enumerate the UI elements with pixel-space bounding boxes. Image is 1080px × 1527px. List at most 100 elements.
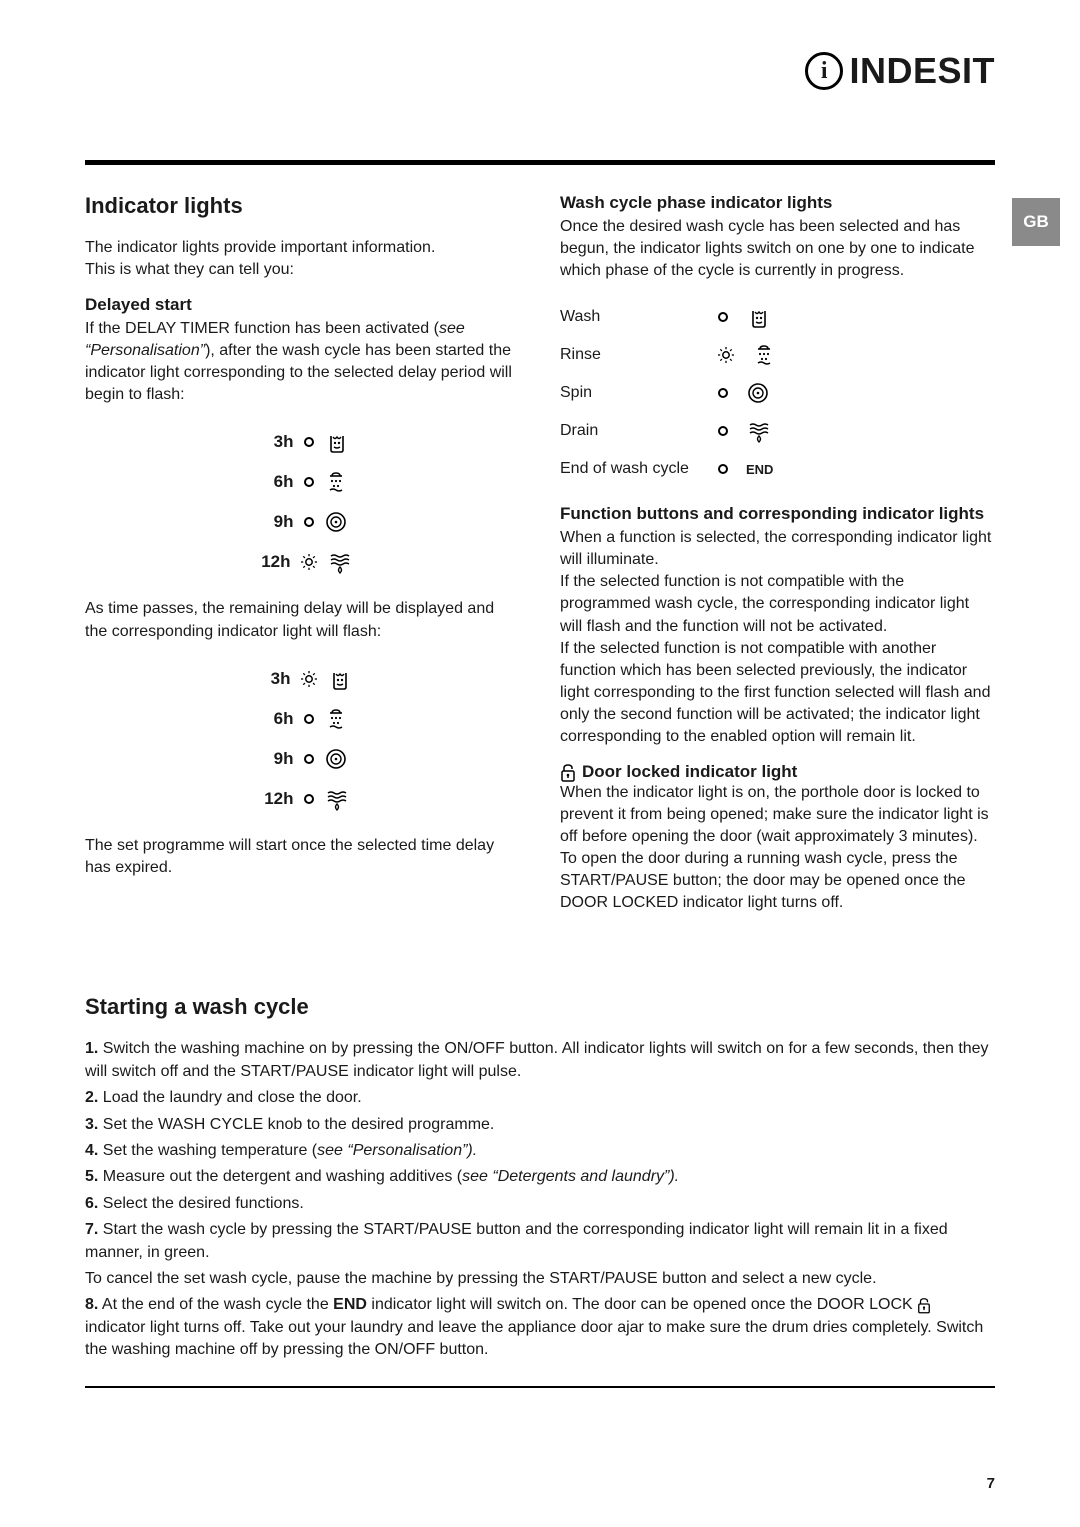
led-off-icon xyxy=(304,794,314,804)
s2-text: Load the laundry and close the door. xyxy=(98,1089,361,1106)
delay2-row-9h: 9h xyxy=(183,739,423,779)
s6-num: 6. xyxy=(85,1195,98,1212)
s6-text: Select the desired functions. xyxy=(98,1195,303,1212)
s4-em: see “Personalisation”). xyxy=(317,1142,477,1159)
step-8: 8. At the end of the wash cycle the END … xyxy=(85,1294,995,1361)
delay2-3h-label: 3h xyxy=(255,669,291,689)
left-column: Indicator lights The indicator lights pr… xyxy=(85,193,520,914)
delay-row-3h: 3h xyxy=(183,422,423,462)
door-locked-heading-row: Door locked indicator light xyxy=(560,762,995,782)
delay-row-9h: 9h xyxy=(183,502,423,542)
as-time-text: As time passes, the remaining delay will… xyxy=(85,598,520,642)
delay2-row-3h: 3h xyxy=(183,659,423,699)
s8-num: 8. xyxy=(85,1296,98,1313)
page: iINDESIT GB Indicator lights The indicat… xyxy=(0,0,1080,1527)
step-7c: To cancel the set wash cycle, pause the … xyxy=(85,1268,995,1290)
led-blink-icon xyxy=(301,671,317,687)
s8-text-d: indicator light turns off. Take out your… xyxy=(85,1319,983,1358)
door-locked-heading: Door locked indicator light xyxy=(582,762,797,782)
phase-list: Wash Rinse Spin Drain xyxy=(560,298,995,488)
language-tab: GB xyxy=(1012,198,1060,246)
phase-row-spin: Spin xyxy=(560,374,995,412)
phase-spin-label: Spin xyxy=(560,384,700,402)
step-5: 5. Measure out the detergent and washing… xyxy=(85,1166,995,1188)
intro-line2: This is what they can tell you: xyxy=(85,259,520,281)
delayed-text-a: If the DELAY TIMER function has been act… xyxy=(85,320,439,337)
spin-icon xyxy=(324,510,348,534)
s8-text-b: At the end of the wash cycle the xyxy=(98,1296,333,1313)
led-off-icon xyxy=(304,714,314,724)
right-column: Wash cycle phase indicator lights Once t… xyxy=(560,193,995,914)
end-label: END xyxy=(746,462,773,477)
rinse-icon xyxy=(752,343,776,367)
drain-icon xyxy=(324,787,348,811)
phase-intro: Once the desired wash cycle has been sel… xyxy=(560,216,995,282)
step-3: 3. Set the WASH CYCLE knob to the desire… xyxy=(85,1114,995,1136)
led-off-icon xyxy=(304,477,314,487)
phase-row-rinse: Rinse xyxy=(560,336,995,374)
phase-wash-label: Wash xyxy=(560,308,700,326)
delay2-row-12h: 12h xyxy=(183,779,423,819)
delay-list-1: 3h 6h 9h 12h xyxy=(85,422,520,582)
s5-em: see “Detergents and laundry”). xyxy=(462,1168,679,1185)
spin-icon xyxy=(746,381,770,405)
brand-logo: iINDESIT xyxy=(805,50,995,92)
led-blink-icon xyxy=(301,554,317,570)
lock-icon xyxy=(560,763,576,781)
led-off-icon xyxy=(718,426,728,436)
starting-wash-heading: Starting a wash cycle xyxy=(85,994,995,1020)
wash-icon xyxy=(327,667,351,691)
s3-text: Set the WASH CYCLE knob to the desired p… xyxy=(98,1116,494,1133)
s7-text: Start the wash cycle by pressing the STA… xyxy=(85,1221,948,1260)
led-blink-icon xyxy=(718,347,734,363)
s4-num: 4. xyxy=(85,1142,98,1159)
delay-9h-label: 9h xyxy=(258,512,294,532)
step-7: 7. Start the wash cycle by pressing the … xyxy=(85,1219,995,1264)
phase-heading: Wash cycle phase indicator lights xyxy=(560,193,995,213)
led-off-icon xyxy=(718,388,728,398)
led-off-icon xyxy=(304,517,314,527)
step-2: 2. Load the laundry and close the door. xyxy=(85,1087,995,1109)
starting-wash-section: Starting a wash cycle 1. Switch the wash… xyxy=(85,994,995,1387)
bottom-rule xyxy=(85,1386,995,1388)
step-1: 1. Switch the washing machine on by pres… xyxy=(85,1038,995,1083)
delay-list-2: 3h 6h 9h 12h xyxy=(85,659,520,819)
phase-rinse-label: Rinse xyxy=(560,346,700,364)
set-programme-text: The set programme will start once the se… xyxy=(85,835,520,879)
drain-icon xyxy=(327,550,351,574)
s3-num: 3. xyxy=(85,1116,98,1133)
spin-icon xyxy=(324,747,348,771)
delay2-9h-label: 9h xyxy=(258,749,294,769)
delay-row-6h: 6h xyxy=(183,462,423,502)
two-columns: Indicator lights The indicator lights pr… xyxy=(85,193,995,914)
led-off-icon xyxy=(304,437,314,447)
intro-line1: The indicator lights provide important i… xyxy=(85,237,520,259)
s4-text: Set the washing temperature ( xyxy=(98,1142,317,1159)
delay-3h-label: 3h xyxy=(258,432,294,452)
lock-icon-inline xyxy=(917,1297,931,1313)
s5-text: Measure out the detergent and washing ad… xyxy=(98,1168,462,1185)
phase-drain-label: Drain xyxy=(560,422,700,440)
indicator-lights-heading: Indicator lights xyxy=(85,193,520,219)
func-p3: If the selected function is not compatib… xyxy=(560,638,995,748)
phase-row-drain: Drain xyxy=(560,412,995,450)
func-p2: If the selected function is not compatib… xyxy=(560,571,995,637)
step-6: 6. Select the desired functions. xyxy=(85,1193,995,1215)
s7-num: 7. xyxy=(85,1221,98,1238)
drain-icon xyxy=(746,419,770,443)
delay2-6h-label: 6h xyxy=(258,709,294,729)
logo-i-icon: i xyxy=(805,52,843,90)
s8-end: END xyxy=(333,1296,367,1313)
intro-para: The indicator lights provide important i… xyxy=(85,237,520,281)
rinse-icon xyxy=(324,470,348,494)
wash-icon xyxy=(746,305,770,329)
led-off-icon xyxy=(718,312,728,322)
s1-text: Switch the washing machine on by pressin… xyxy=(85,1040,989,1079)
function-buttons-heading: Function buttons and corresponding indic… xyxy=(560,504,995,524)
phase-row-wash: Wash xyxy=(560,298,995,336)
delay-6h-label: 6h xyxy=(258,472,294,492)
s8-text-c: indicator light will switch on. The door… xyxy=(367,1296,917,1313)
delayed-start-text: If the DELAY TIMER function has been act… xyxy=(85,318,520,406)
rinse-icon xyxy=(324,707,348,731)
top-rule xyxy=(85,160,995,165)
